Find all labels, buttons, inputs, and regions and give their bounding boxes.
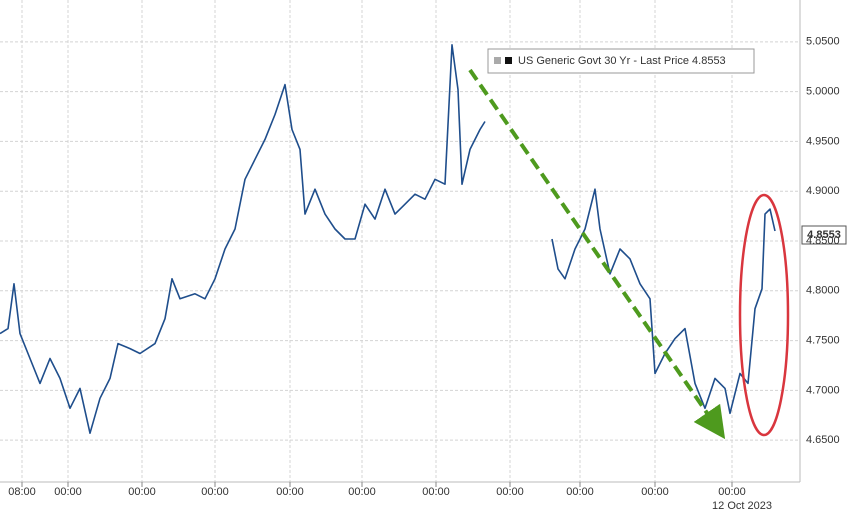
x-tick-label: 00:00 [201, 486, 229, 498]
x-tick-label: 08:00 [8, 486, 36, 498]
y-tick-label: 4.9000 [806, 185, 840, 197]
y-tick-label: 4.7500 [806, 334, 840, 346]
last-price-box [801, 225, 847, 245]
x-tick-label: 00:00 [276, 486, 304, 498]
y-tick-label: 4.7000 [806, 384, 840, 396]
x-tick-label: 00:00 [128, 486, 156, 498]
x-tick-label: 00:00 [641, 486, 669, 498]
highlight-ellipse [738, 193, 790, 437]
date-label: 12 Oct 2023 [712, 500, 772, 512]
x-tick-label: 00:00 [496, 486, 524, 498]
y-tick-label: 4.8500 [806, 235, 840, 247]
x-tick-label: 00:00 [422, 486, 450, 498]
price-line [0, 44, 776, 434]
y-tick-label: 4.8000 [806, 285, 840, 297]
legend-swatch [505, 57, 512, 64]
x-tick-label: 00:00 [54, 486, 82, 498]
y-tick-label: 5.0000 [806, 86, 840, 98]
last-price-label: 4.8553 [807, 229, 841, 241]
x-tick-label: 00:00 [348, 486, 376, 498]
y-tick-label: 4.9500 [806, 135, 840, 147]
legend-label: US Generic Govt 30 Yr - Last Price 4.855… [518, 55, 726, 67]
y-tick-label: 5.0500 [806, 36, 840, 48]
legend-box [487, 48, 755, 74]
legend-swatch [494, 57, 501, 64]
trend-arrow [468, 68, 726, 440]
y-tick-label: 4.6500 [806, 434, 840, 446]
x-tick-label: 00:00 [566, 486, 594, 498]
x-tick-label: 00:00 [718, 486, 746, 498]
